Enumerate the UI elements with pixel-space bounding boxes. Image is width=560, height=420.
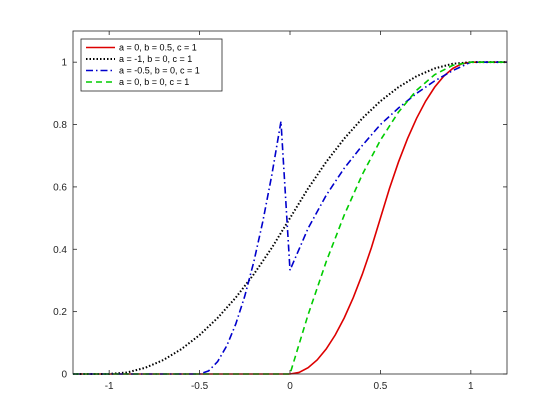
y-tick-label: 0.8: [53, 120, 67, 131]
x-tick-label: -1: [105, 381, 114, 392]
x-tick-label: 0.5: [373, 381, 387, 392]
legend-label-2: a = -1, b = 0, c = 1: [119, 54, 192, 64]
x-tick-label: -0.5: [191, 381, 209, 392]
legend-label-4: a = 0, b = 0, c = 1: [119, 77, 189, 87]
series-line-2: [73, 61, 507, 375]
y-tick-label: 0.4: [53, 245, 67, 256]
legend-label-3: a = -0.5, b = 0, c = 1: [119, 66, 200, 76]
y-tick-label: 1: [61, 58, 67, 69]
axes-layer: -1 -0.5 0 0.5 1 0 0.2 0.4 0.6 0.8 1: [53, 30, 508, 392]
series-line-4: [73, 61, 507, 375]
y-tick-label: 0.6: [53, 182, 67, 193]
y-tick-label: 0.2: [53, 307, 67, 318]
series-layer: [73, 61, 507, 375]
legend: a = 0, b = 0.5, c = 1a = -1, b = 0, c = …: [80, 38, 223, 92]
y-tick-label: 0: [61, 370, 67, 381]
legend-box: [80, 38, 223, 92]
legend-label-1: a = 0, b = 0.5, c = 1: [119, 43, 197, 53]
x-tick-label: 1: [468, 381, 474, 392]
x-tick-label: 0: [287, 381, 293, 392]
series-line-3: [73, 61, 507, 375]
